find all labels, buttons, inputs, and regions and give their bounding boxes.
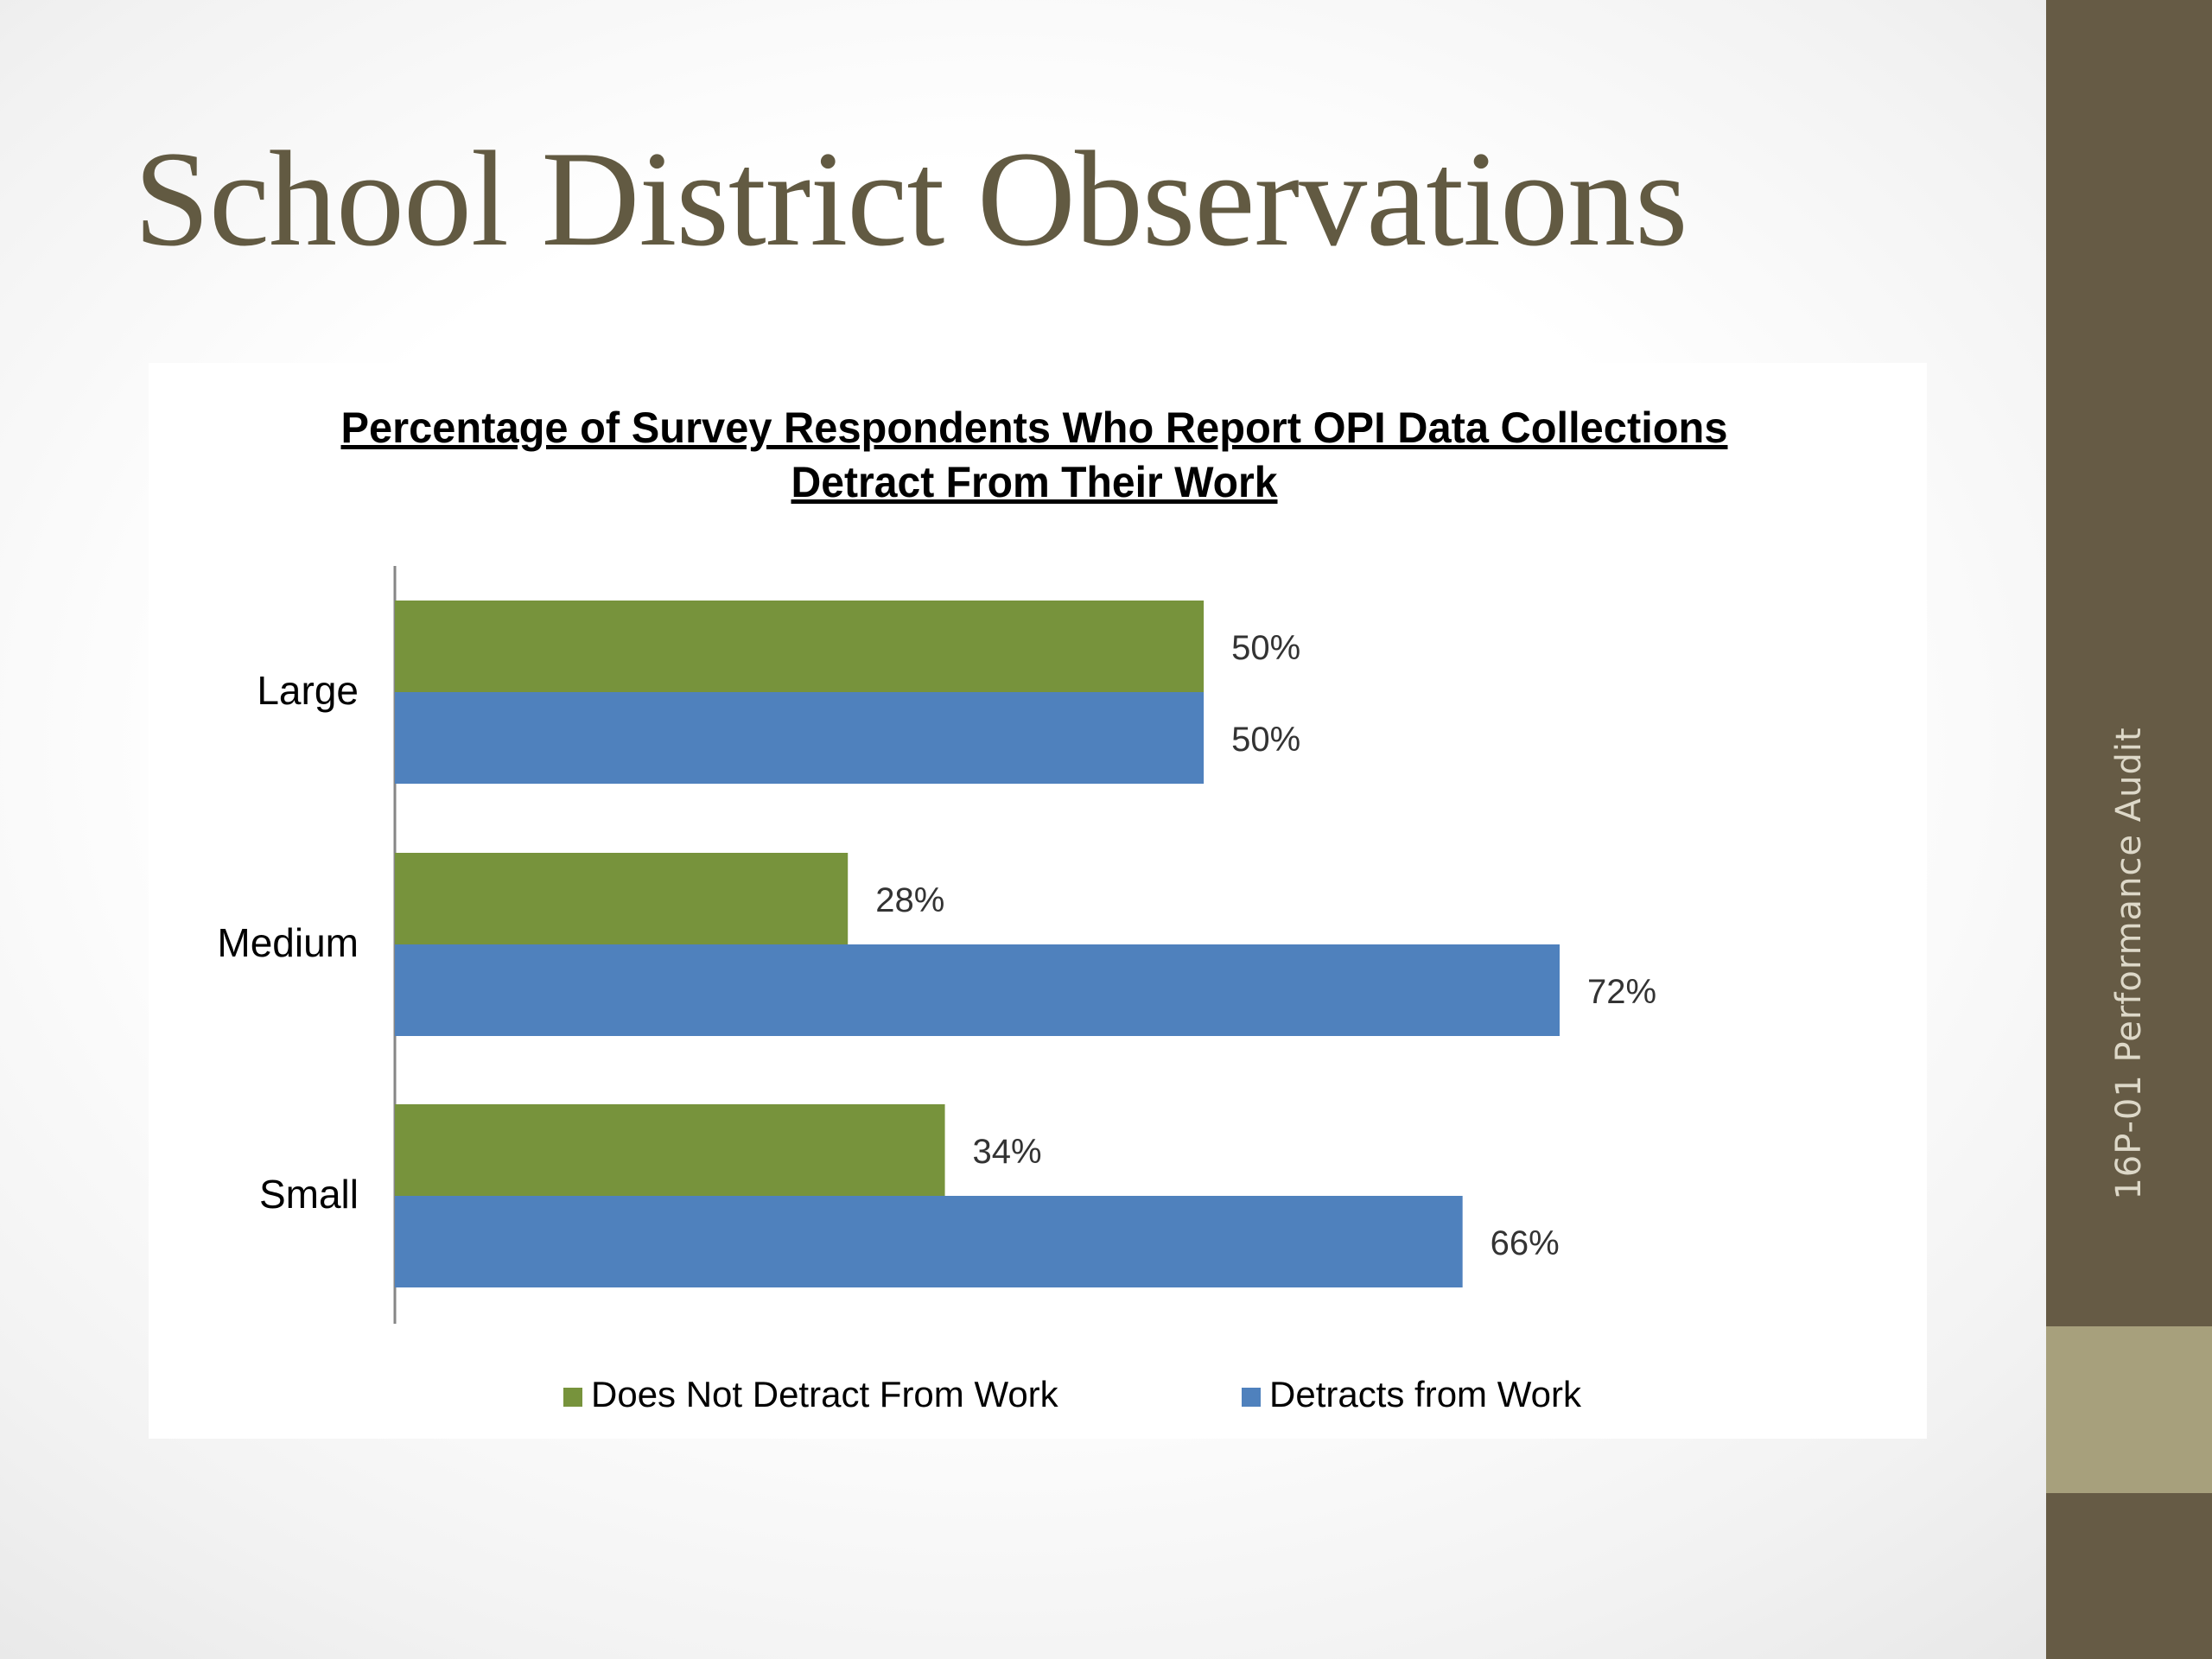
category-label-small: Small	[259, 1172, 359, 1217]
chart-legend: Does Not Detract From Work Detracts from …	[563, 1374, 1582, 1414]
bar-small-series-1	[395, 1196, 1463, 1287]
data-label-small-series-1: 66%	[1491, 1224, 1560, 1262]
chart-title-line-2: Detract From Their Work	[791, 458, 1278, 506]
sidebar: 16P-01 Performance Audit	[2046, 0, 2212, 1659]
data-label-small-series-0: 34%	[973, 1133, 1042, 1171]
bar-chart: Percentage of Survey Respondents Who Rep…	[217, 404, 1728, 1414]
legend-swatch-0	[563, 1388, 582, 1407]
bar-medium-series-1	[395, 944, 1560, 1036]
data-label-large-series-1: 50%	[1231, 721, 1300, 759]
bar-small-series-0	[395, 1104, 945, 1196]
bar-medium-series-0	[395, 853, 849, 944]
bar-large-series-1	[395, 692, 1205, 784]
sidebar-accent-block	[2046, 1326, 2212, 1493]
bar-large-series-0	[395, 601, 1205, 692]
legend-label-1: Detracts from Work	[1269, 1374, 1582, 1414]
legend-label-0: Does Not Detract From Work	[591, 1374, 1059, 1414]
slide-title: School District Observations	[134, 124, 1688, 275]
category-label-medium: Medium	[217, 920, 359, 965]
category-label-large: Large	[257, 668, 359, 713]
data-label-large-series-0: 50%	[1231, 629, 1300, 667]
data-label-medium-series-1: 72%	[1587, 973, 1656, 1011]
sidebar-label: 16P-01 Performance Audit	[2109, 727, 2149, 1200]
data-label-medium-series-0: 28%	[875, 881, 944, 919]
chart-panel: Percentage of Survey Respondents Who Rep…	[149, 363, 1927, 1439]
chart-title-line-1: Percentage of Survey Respondents Who Rep…	[341, 404, 1728, 452]
legend-swatch-1	[1242, 1388, 1261, 1407]
